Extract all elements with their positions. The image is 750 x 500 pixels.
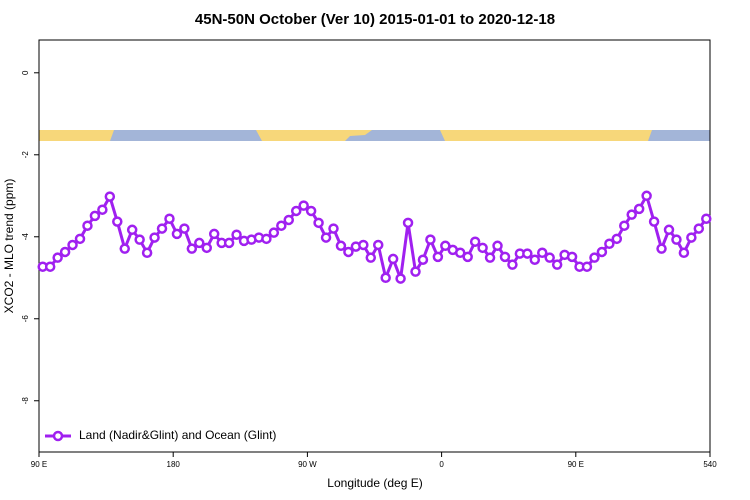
point [97,204,108,215]
point [44,261,56,272]
point [522,248,533,259]
point [440,240,451,252]
x-axis-label: Longitude (deg E) [327,476,422,490]
point [425,234,436,245]
point [484,252,496,263]
y-tick-label: -8 [21,397,30,405]
point [581,261,593,272]
point [402,217,414,229]
point [454,247,466,259]
point [365,252,377,263]
point [89,210,101,222]
point [387,253,399,265]
point [701,213,712,224]
point [619,220,630,231]
point [663,224,675,236]
point [469,236,481,247]
map-strip [39,130,710,141]
point [343,246,354,258]
point [141,247,153,259]
point [328,223,339,234]
point [290,205,302,217]
point [74,233,86,245]
point [648,216,660,227]
point [611,233,623,245]
point [633,203,645,215]
y-tick-label: -2 [21,151,30,159]
legend-marker [52,430,64,442]
point [432,251,444,263]
point [119,243,130,254]
point [149,232,160,243]
x-tick-label: 180 [167,460,181,469]
y-axis-label: XCO2 - MLO trend (ppm) [2,179,16,314]
point [678,247,690,259]
point [67,239,78,251]
point [52,252,63,263]
point [335,240,347,252]
legend-label: Land (Nadir&Glint) and Ocean (Glint) [79,428,276,442]
point [596,246,608,258]
point [686,232,697,243]
point [320,232,332,243]
x-tick-label: 90 E [31,460,47,469]
point [305,205,317,217]
point [544,252,555,263]
point [134,234,145,245]
point [164,213,175,224]
point [417,254,429,265]
point [261,233,272,245]
plot-frame [38,39,711,453]
point [604,238,615,249]
point [656,243,667,254]
point [551,259,563,270]
point [171,228,183,240]
point [492,240,503,252]
x-tick-label: 0 [439,460,444,469]
point [462,251,473,263]
point [268,227,280,238]
x-tick-label: 90 W [298,460,317,469]
x-tick-label: 540 [703,460,717,469]
point [477,242,488,254]
point [82,220,93,231]
point [529,254,541,265]
point [626,209,637,220]
point [313,217,324,229]
y-tick-label: 0 [21,70,30,75]
point [671,234,682,245]
point [410,266,421,277]
point [208,228,220,240]
y-tick-label: -4 [21,233,30,241]
point [156,223,168,234]
point [231,229,242,240]
point [693,223,705,234]
point [104,191,116,202]
point [194,237,205,249]
point [589,252,600,263]
point [566,251,578,263]
point [380,272,391,284]
point [537,247,548,259]
point [276,220,287,231]
chart-title: 45N-50N October (Ver 10) 2015-01-01 to 2… [195,11,555,28]
point [641,190,652,202]
point [201,242,212,254]
point [126,224,138,236]
point [112,216,123,227]
point [223,237,235,249]
point [298,200,309,211]
x-tick-label: 90 E [568,460,584,469]
point [59,246,71,258]
point [186,243,198,254]
y-tick-label: -6 [21,315,30,323]
point [395,273,406,284]
point [358,239,369,251]
point [372,239,384,251]
point [507,259,518,270]
point [179,223,190,234]
point [499,251,511,263]
point [283,214,295,226]
